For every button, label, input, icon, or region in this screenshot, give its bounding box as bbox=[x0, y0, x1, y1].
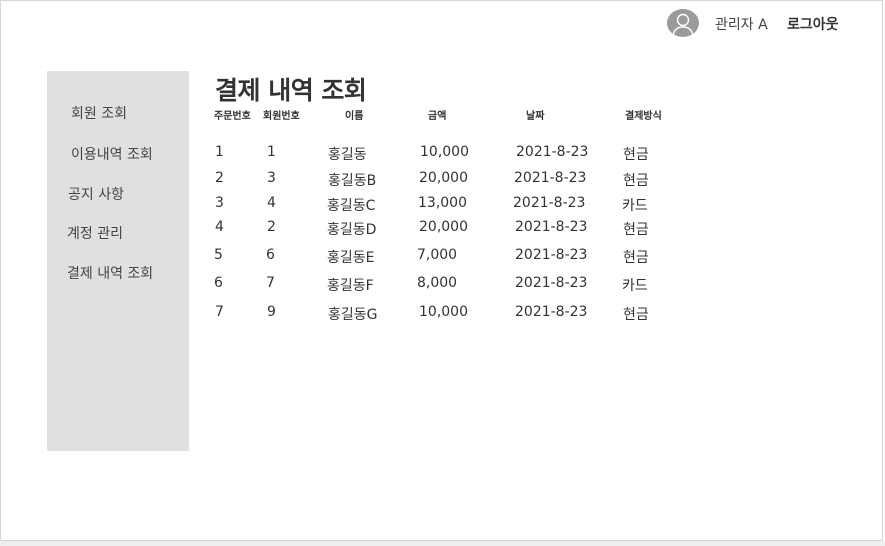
cell-date: 2021-8-23 bbox=[516, 144, 589, 160]
cell-member-no: 9 bbox=[267, 304, 276, 320]
cell-member-no: 6 bbox=[266, 247, 275, 263]
column-header-payment-method: 결제방식 bbox=[625, 111, 662, 122]
cell-amount: 7,000 bbox=[417, 247, 458, 263]
column-header-name: 이름 bbox=[345, 111, 364, 122]
cell-order-no: 2 bbox=[215, 170, 224, 186]
cell-amount: 20,000 bbox=[419, 170, 468, 186]
cell-date: 2021-8-23 bbox=[515, 275, 588, 291]
cell-name: 홍길동 bbox=[328, 147, 367, 163]
table-row: 1 1 홍길동 10,000 2021-8-23 현금 bbox=[1, 144, 885, 164]
column-header-amount: 금액 bbox=[428, 111, 447, 122]
cell-payment-method: 현금 bbox=[623, 307, 649, 323]
cell-date: 2021-8-23 bbox=[515, 219, 588, 235]
sidebar-item-payment-history[interactable]: 결제 내역 조회 bbox=[67, 266, 154, 282]
logout-button[interactable]: 로그아웃 bbox=[787, 17, 839, 33]
cell-member-no: 4 bbox=[267, 195, 276, 211]
cell-amount: 13,000 bbox=[418, 195, 467, 211]
table-row: 2 3 홍길동B 20,000 2021-8-23 현금 bbox=[1, 170, 885, 190]
cell-order-no: 5 bbox=[214, 247, 223, 263]
cell-date: 2021-8-23 bbox=[513, 195, 586, 211]
cell-name: 홍길동G bbox=[328, 307, 378, 323]
table-row: 3 4 홍길동C 13,000 2021-8-23 카드 bbox=[1, 195, 885, 215]
cell-payment-method: 현금 bbox=[623, 222, 649, 238]
column-header-member-no: 회원번호 bbox=[263, 111, 300, 122]
table-row: 5 6 홍길동E 7,000 2021-8-23 현금 bbox=[1, 247, 885, 267]
window-bottom-edge bbox=[0, 541, 885, 546]
table-row: 7 9 홍길동G 10,000 2021-8-23 현금 bbox=[1, 304, 885, 324]
column-header-date: 날짜 bbox=[526, 111, 545, 122]
cell-amount: 8,000 bbox=[417, 275, 458, 291]
cell-member-no: 3 bbox=[267, 170, 276, 186]
cell-member-no: 7 bbox=[266, 275, 275, 291]
cell-name: 홍길동D bbox=[327, 222, 377, 238]
cell-order-no: 4 bbox=[215, 219, 224, 235]
cell-order-no: 1 bbox=[215, 144, 224, 160]
cell-name: 홍길동B bbox=[328, 173, 377, 189]
sidebar-item-usage-history[interactable]: 이용내역 조회 bbox=[71, 147, 153, 163]
cell-payment-method: 현금 bbox=[623, 250, 649, 266]
cell-payment-method: 카드 bbox=[622, 278, 648, 294]
table-row: 4 2 홍길동D 20,000 2021-8-23 현금 bbox=[1, 219, 885, 239]
cell-name: 홍길동F bbox=[327, 278, 374, 294]
cell-payment-method: 현금 bbox=[623, 173, 649, 189]
cell-date: 2021-8-23 bbox=[514, 170, 587, 186]
sidebar-item-account-management[interactable]: 계정 관리 bbox=[67, 226, 123, 242]
cell-date: 2021-8-23 bbox=[515, 304, 588, 320]
cell-amount: 20,000 bbox=[419, 219, 468, 235]
column-header-order-no: 주문번호 bbox=[214, 111, 251, 122]
user-name: 관리자 A bbox=[715, 17, 768, 33]
cell-member-no: 1 bbox=[267, 144, 276, 160]
sidebar: 회원 조회 이용내역 조회 공지 사항 계정 관리 결제 내역 조회 bbox=[47, 71, 189, 451]
cell-member-no: 2 bbox=[267, 219, 276, 235]
page-title: 결제 내역 조회 bbox=[215, 76, 367, 105]
cell-name: 홍길동C bbox=[327, 198, 376, 214]
cell-date: 2021-8-23 bbox=[515, 247, 588, 263]
user-avatar-icon[interactable] bbox=[667, 9, 699, 37]
sidebar-item-notices[interactable]: 공지 사항 bbox=[68, 187, 124, 203]
cell-order-no: 6 bbox=[214, 275, 223, 291]
cell-order-no: 7 bbox=[215, 304, 224, 320]
sidebar-item-member-search[interactable]: 회원 조회 bbox=[71, 106, 127, 122]
cell-payment-method: 카드 bbox=[622, 198, 648, 214]
cell-order-no: 3 bbox=[215, 195, 224, 211]
cell-amount: 10,000 bbox=[420, 144, 469, 160]
table-row: 6 7 홍길동F 8,000 2021-8-23 카드 bbox=[1, 275, 885, 295]
cell-name: 홍길동E bbox=[327, 250, 375, 266]
cell-amount: 10,000 bbox=[419, 304, 468, 320]
cell-payment-method: 현금 bbox=[623, 147, 649, 163]
